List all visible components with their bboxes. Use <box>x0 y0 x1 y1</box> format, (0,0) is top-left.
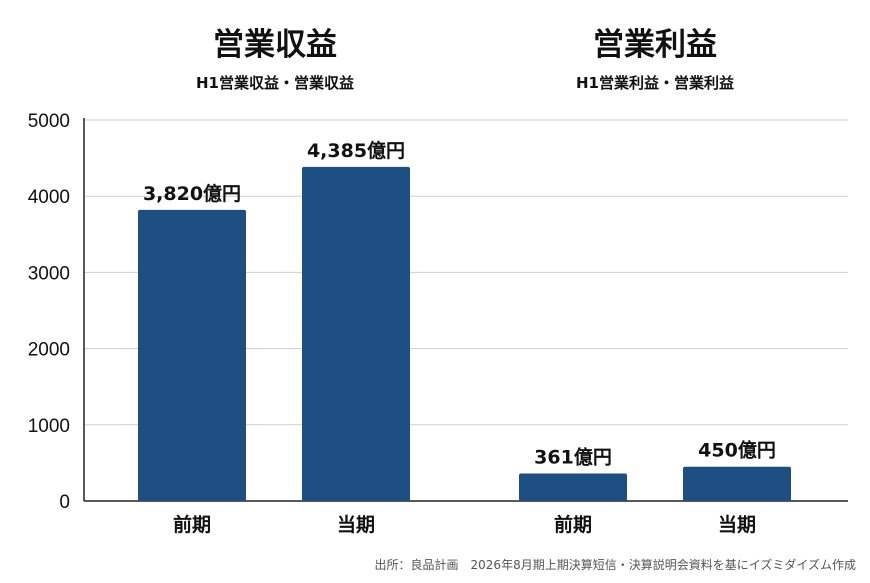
x-tick-label: 当期 <box>337 513 375 536</box>
bar <box>302 166 410 501</box>
source-note: 出所：良品計画 2026年8月期上期決算短信・決算説明会資料を基にイズミダイズム… <box>374 558 856 572</box>
y-tick-label: 5000 <box>28 111 70 132</box>
bar <box>683 466 791 501</box>
x-tick-label: 前期 <box>173 513 211 536</box>
y-tick-label: 1000 <box>28 416 70 437</box>
profit-panel-title: 営業利益 <box>593 27 717 63</box>
x-tick-label: 当期 <box>718 513 756 536</box>
x-tick-label: 前期 <box>554 513 592 536</box>
y-tick-label: 3000 <box>28 263 70 284</box>
data-label: 361億円 <box>534 445 612 468</box>
revenue-panel-subtitle: H1営業収益・営業収益 <box>196 74 354 92</box>
data-label: 3,820億円 <box>143 182 241 205</box>
y-tick-label: 0 <box>59 492 70 513</box>
revenue-panel-title: 営業収益 <box>213 27 337 63</box>
data-label: 4,385億円 <box>307 139 405 162</box>
y-tick-label: 2000 <box>28 340 70 361</box>
bar <box>138 209 246 501</box>
profit-panel-subtitle: H1営業利益・営業利益 <box>576 74 734 92</box>
y-tick-label: 4000 <box>28 187 70 208</box>
data-label: 450億円 <box>698 439 776 462</box>
bar <box>519 473 627 501</box>
